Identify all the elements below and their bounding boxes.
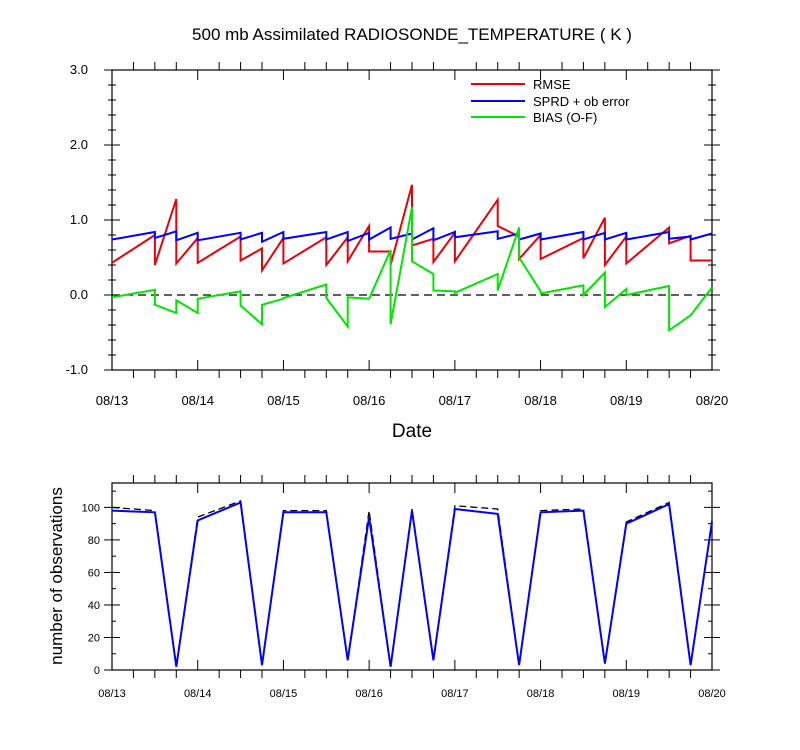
top-x-tick-label: 08/16 xyxy=(353,393,386,408)
x-axis-label: Date xyxy=(392,421,432,442)
top-y-tick-label: 2.0 xyxy=(70,137,88,152)
legend: RMSE SPRD + ob error BIAS (O-F) xyxy=(471,77,630,125)
top-x-tick-label: 08/19 xyxy=(610,393,643,408)
bottom-y-tick-label: 0 xyxy=(94,665,100,677)
legend-label-bias: BIAS (O-F) xyxy=(533,110,597,125)
bottom-x-tick-label: 08/20 xyxy=(698,688,726,700)
bottom-y-tick-label: 60 xyxy=(88,567,100,579)
top-y-tick-label: 0.0 xyxy=(70,287,88,302)
top-x-tick-label: 08/14 xyxy=(181,393,214,408)
bottom-x-tick-label: 08/14 xyxy=(184,688,212,700)
bottom-series xyxy=(111,500,713,667)
top-x-tick-labels: 08/13 08/14 08/15 08/16 08/17 08/18 08/19 08/20 xyxy=(96,393,729,408)
bottom-y-tick-label: 80 xyxy=(88,535,100,547)
bottom-x-tick-labels: 08/13 08/14 08/15 08/16 08/17 08/18 08/19 08/20 xyxy=(98,688,726,700)
top-chart: 500 mb Assimilated RADIOSONDE_TEMPERATUR… xyxy=(66,25,729,442)
top-x-tick-label: 08/17 xyxy=(439,393,472,408)
top-x-tick-label: 08/18 xyxy=(524,393,557,408)
y-axis-label: number of observations xyxy=(47,487,66,665)
legend-label-sprd: SPRD + ob error xyxy=(533,94,630,109)
bottom-plot-area xyxy=(104,475,720,678)
top-y-tick-label: 3.0 xyxy=(70,62,88,77)
bottom-y-tick-labels: 0 20 40 60 80 100 xyxy=(82,502,100,677)
legend-label-rmse: RMSE xyxy=(533,77,571,92)
bottom-ticks xyxy=(104,475,720,678)
bottom-y-tick-label: 40 xyxy=(88,600,100,612)
top-plot-area xyxy=(104,62,720,378)
top-series xyxy=(111,184,713,333)
top-y-tick-label: -1.0 xyxy=(66,362,88,377)
top-y-tick-label: 1.0 xyxy=(70,212,88,227)
bottom-x-tick-label: 08/15 xyxy=(270,688,298,700)
top-ticks xyxy=(104,62,720,378)
top-x-tick-label: 08/15 xyxy=(267,393,300,408)
bottom-x-tick-label: 08/19 xyxy=(613,688,641,700)
bottom-y-tick-label: 100 xyxy=(82,502,100,514)
series-line-bias-o-f xyxy=(111,207,713,333)
top-x-tick-label: 08/20 xyxy=(696,393,729,408)
bottom-x-tick-label: 08/13 xyxy=(98,688,126,700)
series-line-obs-used xyxy=(111,501,713,667)
bottom-x-tick-label: 08/16 xyxy=(355,688,383,700)
bottom-x-tick-label: 08/18 xyxy=(527,688,555,700)
bottom-x-tick-label: 08/17 xyxy=(441,688,469,700)
series-line-obs-possible xyxy=(111,500,713,667)
chart-title: 500 mb Assimilated RADIOSONDE_TEMPERATUR… xyxy=(192,25,632,44)
bottom-y-tick-label: 20 xyxy=(88,632,100,644)
top-y-tick-labels: -1.0 0.0 1.0 2.0 3.0 xyxy=(66,62,88,377)
top-x-tick-label: 08/13 xyxy=(96,393,129,408)
